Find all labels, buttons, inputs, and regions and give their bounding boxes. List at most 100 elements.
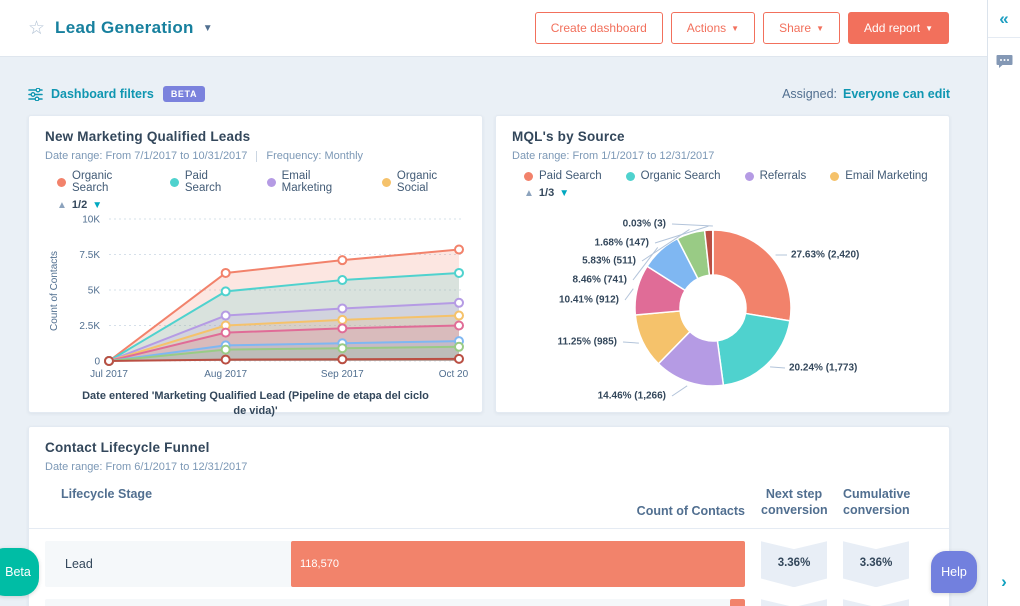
pie-slice-label: 14.46% (1,266) — [597, 390, 666, 402]
funnel-row-main: Marketing Qualified Lead3,984 — [45, 599, 745, 606]
assigned-label: Assigned: — [782, 87, 837, 101]
funnel-bar[interactable] — [729, 599, 745, 606]
pie-slice-label: 20.24% (1,773) — [789, 362, 858, 374]
help-floating-button[interactable]: Help — [931, 551, 977, 593]
legend-page-up-icon[interactable]: ▲ — [524, 187, 534, 199]
pie-slice-label: 8.46% (741) — [572, 274, 627, 286]
legend-dot-icon — [830, 171, 840, 181]
legend-label: Organic Social — [396, 170, 438, 194]
filters-bar: Dashboard filters BETA Assigned: Everyone… — [28, 86, 950, 102]
next-step-conversion-badge: 42.22% — [761, 599, 827, 606]
card-meta: Date range: From 6/1/2017 to 12/31/2017 — [45, 461, 933, 473]
legend-item[interactable]: Organic Search — [625, 170, 721, 182]
pie-slice-label: 0.03% (3) — [622, 218, 666, 230]
column-header-count-of-contacts: Count of Contacts — [636, 504, 745, 519]
legend-item[interactable]: Email Marketing — [830, 170, 928, 182]
add-report-button[interactable]: Add report ▼ — [848, 12, 949, 44]
legend-page-down-icon[interactable]: ▼ — [92, 199, 103, 211]
legend-item[interactable]: Paid Search — [169, 170, 243, 194]
pie-slice[interactable] — [712, 229, 792, 322]
legend-page-indicator: 1/2 — [71, 199, 88, 211]
legend-label: Organic Search — [640, 170, 721, 182]
column-header-next-step-conversion: Next step conversion — [761, 487, 828, 517]
funnel-row: Lead 118,570 3.36% 3.36% — [45, 541, 909, 588]
dashboard-title: Lead Generation — [55, 18, 194, 37]
card-new-mqls: New Marketing Qualified Leads Date range… — [28, 115, 483, 417]
svg-text:7.5K: 7.5K — [79, 250, 100, 261]
line-chart-legend: Organic Search Paid Search Email Marketing… — [57, 170, 466, 194]
chevron-down-icon: ▼ — [925, 24, 933, 33]
legend-item[interactable]: Paid Search — [524, 170, 602, 182]
legend-item[interactable]: Referrals — [744, 170, 807, 182]
x-axis-caption: Date entered 'Marketing Qualified Lead (… — [82, 390, 429, 418]
legend-pagination: ▲ 1/2 ▼ — [57, 199, 466, 211]
collapse-panel-icon[interactable]: « — [999, 9, 1009, 28]
beta-badge: BETA — [162, 86, 206, 102]
assigned-text: Assigned: Everyone can edit — [782, 87, 950, 101]
right-rail: « › — [987, 0, 1020, 606]
next-panel-icon[interactable]: › — [1001, 572, 1007, 591]
funnel-row: Marketing Qualified Lead3,984 42.22% 1.42% — [45, 599, 909, 606]
legend-dot-icon — [381, 177, 391, 187]
line-chart[interactable]: 0 2.5K 5K 7.5K 10K Count of Contacts Jul 2017 A… — [45, 211, 480, 383]
legend-label: Organic Search — [72, 170, 113, 194]
cumulative-conversion-badge: 3.36% — [843, 541, 909, 588]
svg-text:Jul 2017: Jul 2017 — [90, 369, 128, 380]
actions-button[interactable]: Actions ▼ — [670, 12, 756, 44]
frequency-text: Frequency: Monthly — [266, 150, 364, 162]
legend-dot-icon — [57, 177, 66, 187]
svg-text:Count of Contacts: Count of Contacts — [49, 251, 60, 331]
card-contact-lifecycle-funnel: Contact Lifecycle Funnel Date range: Fro… — [28, 426, 950, 606]
svg-text:5K: 5K — [88, 286, 101, 297]
date-range-text: Date range: From 7/1/2017 to 10/31/2017 — [45, 150, 248, 162]
date-range-text: Date range: From 6/1/2017 to 12/31/2017 — [45, 461, 248, 473]
svg-text:Sep 2017: Sep 2017 — [321, 369, 364, 380]
comments-icon[interactable] — [988, 54, 1020, 74]
legend-item[interactable]: Organic Social — [381, 170, 466, 194]
top-bar: ☆ Lead Generation ▼ Create dashboard Act… — [0, 0, 987, 57]
funnel-header-row: Lifecycle Stage Count of Contacts Next s… — [29, 473, 949, 530]
date-range-text: Date range: From 1/1/2017 to 12/31/2017 — [512, 150, 715, 162]
pie-slice-label: 27.63% (2,420) — [791, 249, 860, 261]
legend-page-down-icon[interactable]: ▼ — [559, 187, 570, 199]
create-dashboard-button[interactable]: Create dashboard — [534, 12, 663, 44]
pie-slice-label: 1.68% (147) — [594, 237, 649, 249]
dashboard-title-caret-icon[interactable]: ▼ — [202, 22, 213, 34]
filters-icon — [28, 87, 43, 101]
funnel-bar[interactable]: 118,570 — [291, 541, 745, 588]
lifecycle-stage-label: Lead — [65, 557, 93, 572]
svg-text:Aug 2017: Aug 2017 — [204, 369, 247, 380]
funnel-rows: Lead 118,570 3.36% 3.36% Marketing Qualified… — [29, 541, 949, 606]
meta-separator — [256, 150, 258, 162]
funnel-row-main: Lead 118,570 — [45, 541, 745, 588]
legend-page-up-icon[interactable]: ▲ — [57, 199, 67, 211]
beta-floating-button[interactable]: Beta — [0, 548, 39, 596]
legend-dot-icon — [744, 171, 754, 181]
count-of-contacts-value: 118,570 — [300, 558, 339, 571]
favorite-star-icon[interactable]: ☆ — [28, 17, 46, 39]
dashboard-filters-link[interactable]: Dashboard filters — [51, 87, 154, 101]
card-meta: Date range: From 7/1/2017 to 10/31/2017 … — [45, 150, 466, 162]
pie-slice[interactable] — [716, 312, 791, 387]
legend-item[interactable]: Organic Search — [57, 170, 146, 194]
legend-dot-icon — [625, 171, 635, 181]
everyone-can-edit-link[interactable]: Everyone can edit — [843, 87, 950, 101]
column-header-lifecycle-stage: Lifecycle Stage — [61, 487, 153, 501]
legend-dot-icon — [266, 177, 276, 187]
legend-label: Email Marketing — [845, 170, 928, 182]
legend-item[interactable]: Email Marketing — [266, 170, 358, 194]
card-mqls-by-source: MQL's by Source Date range: From 1/1/201… — [495, 115, 950, 413]
rail-divider — [988, 37, 1020, 38]
legend-label: Referrals — [759, 170, 807, 182]
legend-label: Paid Search — [184, 170, 222, 194]
svg-text:2.5K: 2.5K — [79, 321, 100, 332]
legend-page-indicator: 1/3 — [538, 187, 555, 199]
topbar-buttons: Create dashboard Actions ▼ Share ▼ Add rep… — [534, 12, 949, 44]
share-button[interactable]: Share ▼ — [763, 12, 841, 44]
chevron-down-icon: ▼ — [816, 24, 825, 33]
svg-text:10K: 10K — [82, 215, 100, 226]
pie-slice-label: 5.83% (511) — [582, 255, 636, 267]
card-title: MQL's by Source — [512, 129, 625, 144]
donut-chart[interactable]: 27.63% (2,420) 20.24% (1,773) 14.46% (1,26… — [496, 199, 949, 429]
svg-text:Oct 2017: Oct 2017 — [439, 369, 468, 380]
